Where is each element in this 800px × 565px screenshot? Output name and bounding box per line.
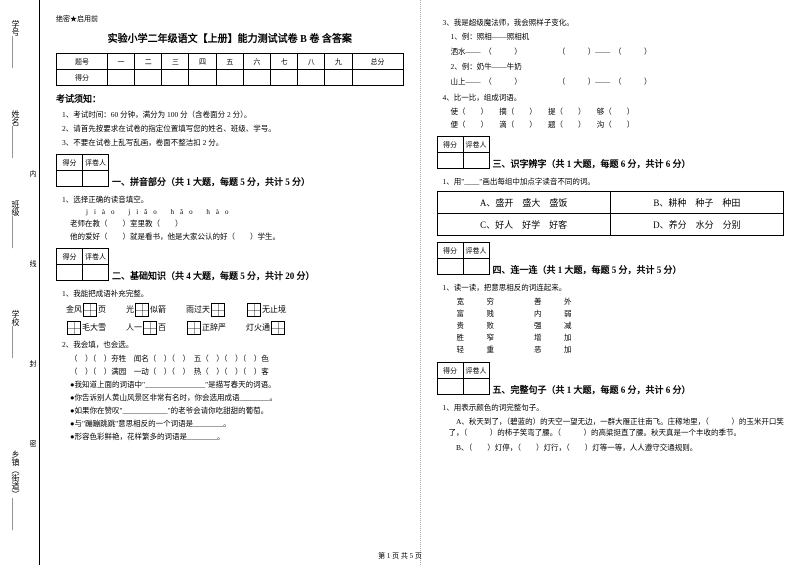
compare-row: 使（ ） 摘（ ） 提（ ） 够（ ） xyxy=(451,106,785,117)
s5-p1: A、秋天到了，（碧蓝的）的天空一望无边，一群大雁正往南飞。庄稼地里，（ ）的玉米… xyxy=(449,416,785,439)
section-5-heading: 五、完整句子（共 1 大题，每题 6 分，共计 6 分） xyxy=(493,383,785,396)
example: 2、例：奶牛——牛奶 xyxy=(451,61,785,72)
tian-box xyxy=(211,303,225,317)
th: 总分 xyxy=(352,54,403,70)
match-left: 宽 穷 富 贱 贵 败 胜 窄 轻 重 xyxy=(457,296,495,356)
notice-heading: 考试须知： xyxy=(56,92,404,105)
th: 二 xyxy=(135,54,162,70)
char-table: A、盛开 盛大 盛饭B、耕种 种子 种田 C、好人 好学 好客D、养分 水分 分… xyxy=(437,191,785,236)
section-1-heading: 一、拼音部分（共 1 大题，每题 5 分，共计 5 分） xyxy=(112,175,404,188)
s4-q: 1、读一读，把意思相反的词连起来。 xyxy=(443,282,785,293)
fill-line: （ ）（ ）夯牲 闻名（ ）（ ） 五（ ）（ ）（ ）色 xyxy=(70,353,404,364)
th: 四 xyxy=(189,54,216,70)
match-right: 善 外 内 弱 强 减 增 加 恶 加 xyxy=(534,296,572,356)
cell: C、好人 好学 好客 xyxy=(437,214,610,236)
seal-char: 内 xyxy=(28,170,38,183)
bullet: ●形容色彩鲜艳，花样繁多的词语是________。 xyxy=(70,431,404,442)
section-scorebox: 得分评卷人 xyxy=(437,242,490,275)
binding-spine: 学号________ 姓名________ 班级________ 学校_____… xyxy=(0,0,40,565)
tian-box xyxy=(67,321,81,335)
idiom-row: 毛大雪 人一百 正辞严 灯火通 xyxy=(66,321,404,335)
pair: （ ）—— （ ） xyxy=(558,46,652,57)
bullet: ●你告诉别人黄山风景区非常有名时，你会选用成语________。 xyxy=(70,392,404,403)
section-scorebox: 得分评卷人 xyxy=(437,362,490,395)
th: 八 xyxy=(298,54,325,70)
s3-q: 1、用"____"画出每组中加点字读音不同的词。 xyxy=(443,176,785,187)
page-footer: 第 1 页 共 5 页 xyxy=(0,551,800,561)
q1: 1、选择正确的读音填空。 xyxy=(62,194,404,205)
tian-box xyxy=(83,303,97,317)
s5-q: 1、用表示颜色的词完整句子。 xyxy=(443,402,785,413)
q4: 4、比一比，组成词语。 xyxy=(443,92,785,103)
notice-item: 3、不要在试卷上乱写乱画，卷面不整洁扣 2 分。 xyxy=(62,137,404,148)
pair: 洒水—— （ ） xyxy=(451,46,522,57)
notice-item: 2、请首先按要求在试卷的指定位置填写您的姓名、班级、学号。 xyxy=(62,123,404,134)
bullet: ●如果你在赞叹"____________"的老爷会请你吃甜甜的葡萄。 xyxy=(70,405,404,416)
spine-id: 学号________ xyxy=(10,20,21,68)
th: 题号 xyxy=(57,54,108,70)
left-column: 绝密★启用前 实验小学二年级语文【上册】能力测试试卷 B 卷 含答案 题号 一 … xyxy=(40,0,421,565)
tian-box xyxy=(187,321,201,335)
q2-1: 1、我能把成语补充完整。 xyxy=(62,288,404,299)
th: 五 xyxy=(216,54,243,70)
fill-line: （ ）（ ）满园 一动（ ）（ ） 热（ ）（ ）（ ）客 xyxy=(70,366,404,377)
q2-2: 2、我会填，也会选。 xyxy=(62,339,404,350)
section-3-heading: 三、识字辨字（共 1 大题，每题 6 分，共计 6 分） xyxy=(493,157,785,170)
idiom-row: 金风页 光似箭 雨过天 无止境 xyxy=(66,303,404,317)
seal-char: 线 xyxy=(28,260,38,273)
spine-class: 班级________ xyxy=(10,200,21,248)
cell: B、耕种 种子 种田 xyxy=(610,192,783,214)
tian-box xyxy=(271,321,285,335)
s5-p2: B、（ ）灯停，（ ）灯行，（ ）灯等一等，人人遵守交通规则。 xyxy=(449,442,785,453)
exam-title: 实验小学二年级语文【上册】能力测试试卷 B 卷 含答案 xyxy=(56,30,404,45)
bullet: ●我知道上面的词语中"________________"是描写春天的词语。 xyxy=(70,379,404,390)
tian-box xyxy=(247,303,261,317)
section-4-heading: 四、连一连（共 1 大题，每题 5 分，共计 5 分） xyxy=(493,263,785,276)
notice-item: 1、考试时间：60 分钟，满分为 100 分（含卷面分 2 分）。 xyxy=(62,109,404,120)
right-column: 3、我是超级魔法师，我会照样子变化。 1、例：照相——照相机 洒水—— （ ） （… xyxy=(421,0,800,565)
spine-school: 学校________ xyxy=(10,310,21,358)
cell: A、盛开 盛大 盛饭 xyxy=(437,192,610,214)
section-scorebox: 得分评卷人 xyxy=(56,248,109,281)
secret-label: 绝密★启用前 xyxy=(56,14,404,24)
th: 六 xyxy=(243,54,270,70)
q3: 3、我是超级魔法师，我会照样子变化。 xyxy=(443,17,785,28)
th: 七 xyxy=(270,54,297,70)
pair: 山上—— （ ） xyxy=(451,76,522,87)
seal-char: 密 xyxy=(28,440,38,453)
td: 得分 xyxy=(57,70,108,86)
th: 三 xyxy=(162,54,189,70)
section-scorebox: 得分评卷人 xyxy=(56,154,109,187)
pair: （ ）—— （ ） xyxy=(558,76,652,87)
match-columns: 宽 穷 富 贱 贵 败 胜 窄 轻 重 善 外 内 弱 强 减 增 加 恶 加 xyxy=(457,296,785,356)
tian-box xyxy=(135,303,149,317)
th: 九 xyxy=(325,54,352,70)
tian-box xyxy=(143,321,157,335)
th: 一 xyxy=(107,54,134,70)
score-table: 题号 一 二 三 四 五 六 七 八 九 总分 得分 xyxy=(56,53,404,86)
pinyin-row: jiào jiāo hǎo hào xyxy=(86,208,404,216)
section-2-heading: 二、基础知识（共 4 大题，每题 5 分，共计 20 分） xyxy=(112,269,404,282)
spine-town: 乡镇（街道）________ xyxy=(10,450,21,530)
section-scorebox: 得分评卷人 xyxy=(437,136,490,169)
bullet: ●与"蹦蹦跳跳"意思相反的一个词语是________。 xyxy=(70,418,404,429)
compare-row: 便（ ） 滴（ ） 题（ ） 沟（ ） xyxy=(451,119,785,130)
example: 1、例：照相——照相机 xyxy=(451,31,785,42)
q1-line: 他的爱好（ ）就是看书，他是大家公认的好（ ）学生。 xyxy=(70,231,404,242)
seal-char: 封 xyxy=(28,360,38,373)
cell: D、养分 水分 分别 xyxy=(610,214,783,236)
q1-line: 老师在教（ ）室里教（ ） xyxy=(70,218,404,229)
spine-name: 姓名________ xyxy=(10,110,21,158)
